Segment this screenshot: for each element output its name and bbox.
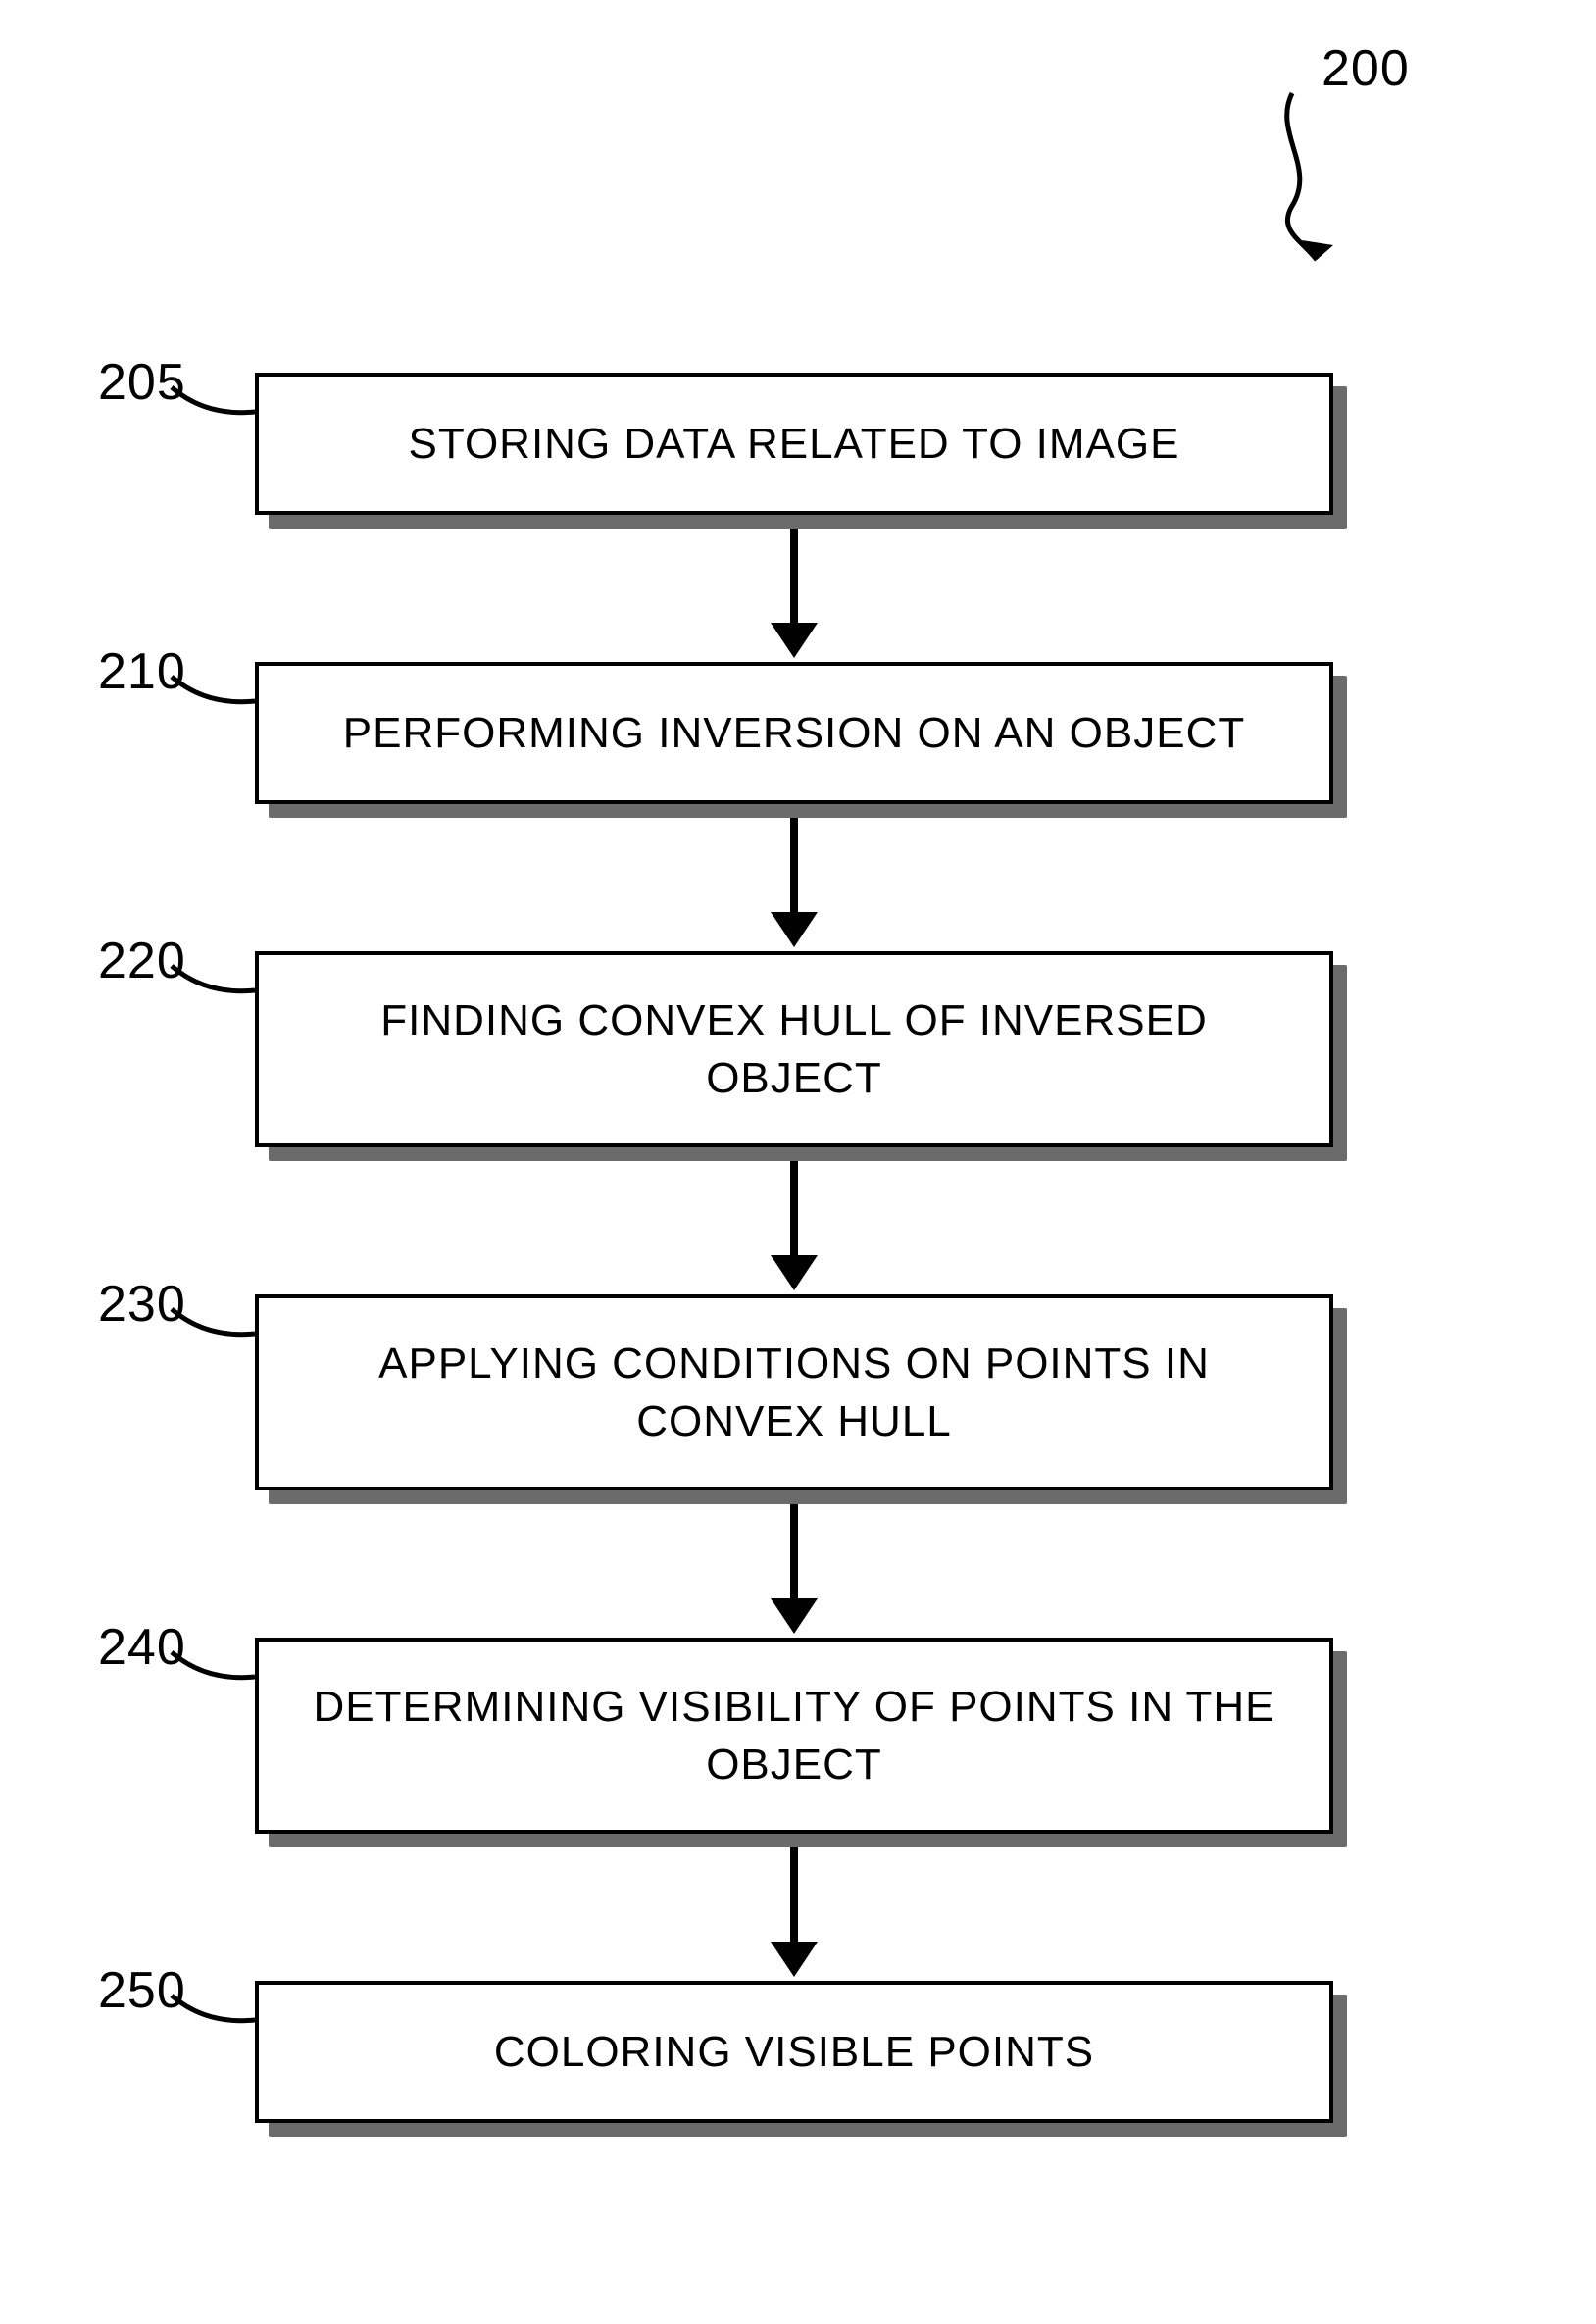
leader-line bbox=[167, 961, 265, 1020]
arrow-line bbox=[790, 1490, 798, 1598]
flowchart: STORING DATA RELATED TO IMAGE 205 PERFOR… bbox=[216, 373, 1372, 2123]
flow-box: FINDING CONVEX HULL OF INVERSED OBJECT bbox=[255, 951, 1333, 1147]
flow-step-230: APPLYING CONDITIONS ON POINTS IN CONVEX … bbox=[255, 1294, 1333, 1490]
arrow-head-icon bbox=[771, 1942, 818, 1977]
flow-step-220: FINDING CONVEX HULL OF INVERSED OBJECT 2… bbox=[255, 951, 1333, 1147]
page: 200 STORING DATA RELATED TO IMAGE 205 bbox=[0, 0, 1596, 2324]
arrow-head-icon bbox=[771, 623, 818, 658]
arrow-line bbox=[790, 804, 798, 912]
flow-box-text: COLORING VISIBLE POINTS bbox=[494, 2023, 1094, 2081]
arrow-line bbox=[790, 1147, 798, 1255]
flow-box-text: PERFORMING INVERSION ON AN OBJECT bbox=[343, 704, 1245, 762]
flow-box: APPLYING CONDITIONS ON POINTS IN CONVEX … bbox=[255, 1294, 1333, 1490]
flow-box-text: STORING DATA RELATED TO IMAGE bbox=[409, 415, 1180, 473]
arrow-head-icon bbox=[771, 912, 818, 947]
leader-line bbox=[167, 672, 265, 731]
arrow-head-icon bbox=[771, 1255, 818, 1290]
flow-step-210: PERFORMING INVERSION ON AN OBJECT 210 bbox=[255, 662, 1333, 804]
leader-line bbox=[167, 382, 265, 441]
figure-reference: 200 bbox=[1145, 39, 1459, 294]
flow-arrow bbox=[771, 804, 818, 951]
figure-ref-leader bbox=[1145, 39, 1459, 294]
flow-arrow bbox=[771, 515, 818, 662]
flow-arrow bbox=[771, 1834, 818, 1981]
arrow-line bbox=[790, 515, 798, 623]
arrow-line bbox=[790, 1834, 798, 1942]
arrow-head-icon bbox=[771, 1598, 818, 1634]
flow-box: STORING DATA RELATED TO IMAGE bbox=[255, 373, 1333, 515]
flow-arrow bbox=[771, 1147, 818, 1294]
flow-box: COLORING VISIBLE POINTS bbox=[255, 1981, 1333, 2123]
flow-box-text: FINDING CONVEX HULL OF INVERSED OBJECT bbox=[298, 991, 1290, 1108]
flow-step-240: DETERMINING VISIBILITY OF POINTS IN THE … bbox=[255, 1638, 1333, 1834]
flow-box-text: DETERMINING VISIBILITY OF POINTS IN THE … bbox=[298, 1678, 1290, 1794]
flow-step-250: COLORING VISIBLE POINTS 250 bbox=[255, 1981, 1333, 2123]
flow-box-text: APPLYING CONDITIONS ON POINTS IN CONVEX … bbox=[298, 1335, 1290, 1451]
leader-line bbox=[167, 1991, 265, 2049]
leader-line bbox=[167, 1304, 265, 1363]
flow-arrow bbox=[771, 1490, 818, 1638]
flow-box: DETERMINING VISIBILITY OF POINTS IN THE … bbox=[255, 1638, 1333, 1834]
flow-step-205: STORING DATA RELATED TO IMAGE 205 bbox=[255, 373, 1333, 515]
leader-line bbox=[167, 1647, 265, 1706]
flow-box: PERFORMING INVERSION ON AN OBJECT bbox=[255, 662, 1333, 804]
